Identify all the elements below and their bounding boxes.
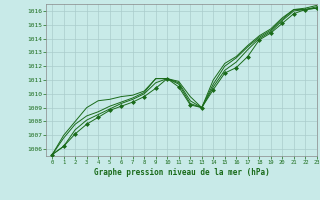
X-axis label: Graphe pression niveau de la mer (hPa): Graphe pression niveau de la mer (hPa) bbox=[94, 168, 269, 177]
